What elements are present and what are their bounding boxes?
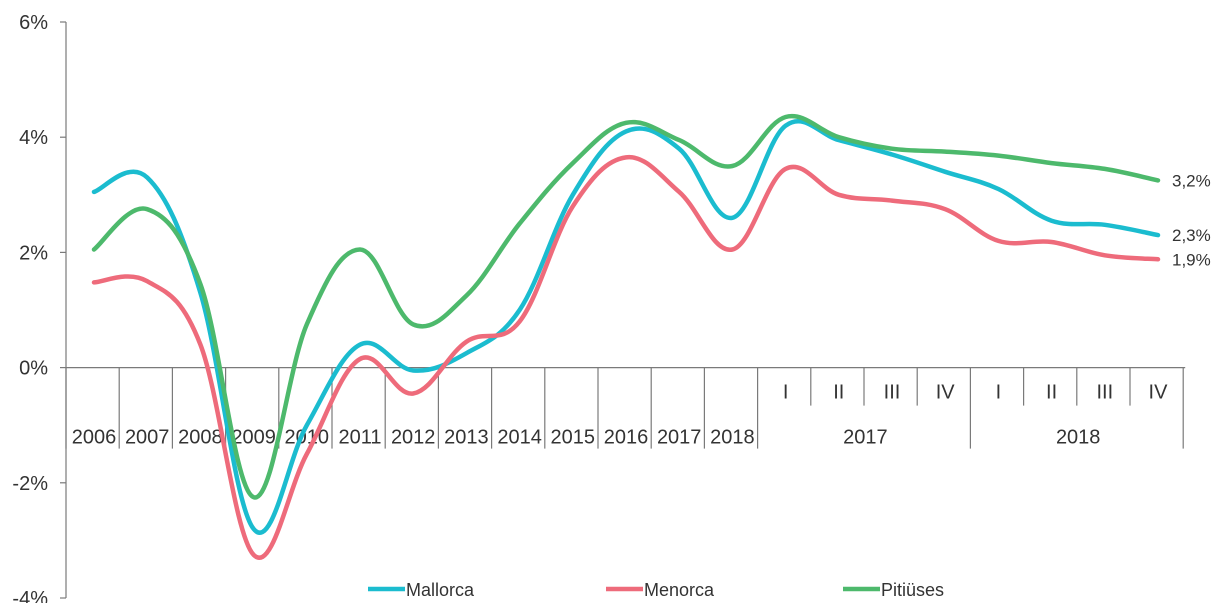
x-axis: 2006 2007 2008 2009 2010 2011 2012 2013 2014 2015… [65,367,1186,449]
series-line-pitises [91,113,1161,500]
y-tick-label: 6% [19,12,48,34]
end-label-menorca: 1,9% [1172,250,1211,269]
x-tick-label: 2015 [551,427,596,449]
x-tick-label: II [833,382,844,404]
x-tick-label: II [1046,382,1057,404]
end-label-mallorca: 2,3% [1172,226,1211,245]
x-tick-label: I [996,382,1002,404]
end-label-pitises: 3,2% [1172,171,1211,190]
legend-label-mallorca: Mallorca [406,580,475,600]
y-tick-label: -4% [12,588,48,603]
x-group-label: 2017 [843,427,888,449]
legend: Mallorca Menorca Pitiüses [368,580,944,600]
y-tick-label: 0% [19,358,48,380]
plot-area: 2,3% 1,9% 3,2% [91,113,1211,560]
x-tick-label: 2013 [444,427,489,449]
x-tick-label: 2007 [125,427,170,449]
y-tick-label: 4% [19,127,48,149]
x-tick-label: 2006 [72,427,117,449]
x-tick-label: III [1096,382,1113,404]
x-tick-label: 2008 [178,427,223,449]
legend-label-menorca: Menorca [644,580,715,600]
series-line-mallorca [91,119,1161,535]
legend-label-pitises: Pitiüses [881,580,944,600]
x-group-label: 2018 [1056,427,1101,449]
x-tick-label: 2011 [338,427,381,449]
x-tick-label: I [783,382,789,404]
x-tick-label: 2017 [657,427,702,449]
y-tick-label: 2% [19,242,48,264]
x-tick-label: III [884,382,901,404]
x-tick-label: IV [936,382,956,404]
x-tick-label: 2016 [604,427,649,449]
x-tick-label: 2018 [710,427,755,449]
x-tick-label: 2012 [391,427,436,449]
y-tick-label: -2% [12,473,48,495]
y-axis: -4% -2% 0% 2% 4% 6% [12,12,67,603]
x-tick-label: IV [1149,382,1169,404]
series-line-menorca [91,155,1161,560]
x-tick-label: 2009 [231,427,276,449]
x-tick-label: 2014 [497,427,542,449]
